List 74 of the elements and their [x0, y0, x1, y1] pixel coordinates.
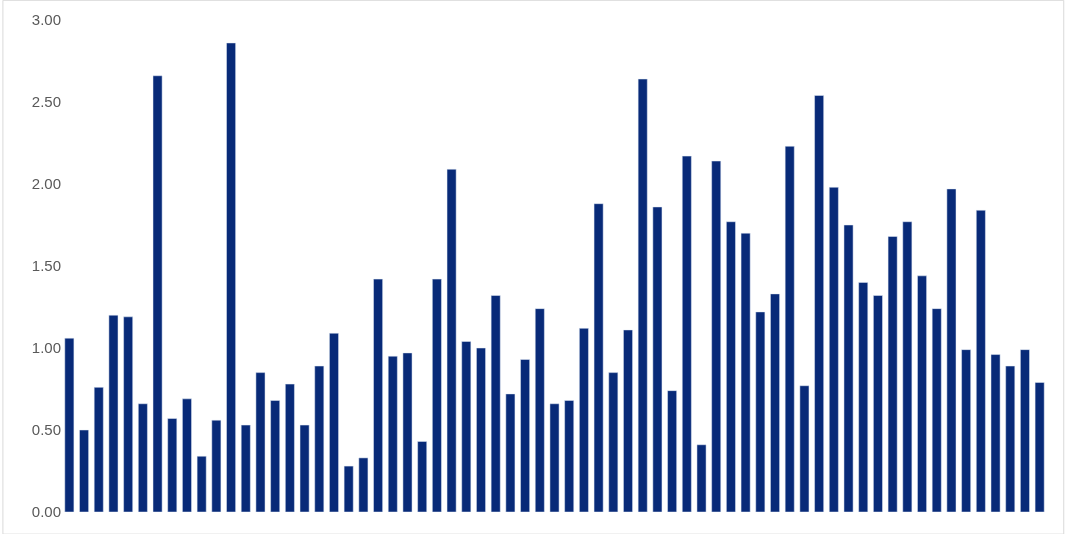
bar [593, 203, 604, 512]
bar [696, 444, 707, 512]
y-tick-label: 2.50 [31, 93, 61, 111]
bar [608, 372, 619, 512]
bar [432, 278, 442, 512]
bar [93, 387, 104, 512]
bar [579, 328, 589, 512]
bar [314, 365, 325, 512]
bar [402, 352, 413, 512]
bar [946, 188, 957, 512]
bar [682, 155, 692, 512]
bar [637, 78, 648, 512]
bar [829, 187, 839, 512]
bar [740, 232, 751, 512]
bar [387, 355, 398, 512]
y-tick-label: 3.00 [31, 11, 61, 29]
bar [520, 359, 530, 512]
bar [652, 206, 663, 512]
bar [329, 332, 339, 512]
bar [108, 314, 119, 512]
bar [711, 160, 722, 512]
bar [417, 441, 427, 512]
bar [1020, 349, 1030, 512]
bar [667, 390, 677, 512]
y-tick-label: 0.00 [31, 503, 61, 521]
bar [123, 316, 133, 512]
bar [211, 419, 222, 512]
y-tick-label: 1.50 [31, 257, 61, 275]
bar [843, 224, 854, 512]
bar [887, 236, 898, 512]
bar [152, 75, 163, 512]
bar [461, 341, 472, 512]
bar [490, 295, 501, 512]
bar [285, 383, 295, 512]
bar [902, 221, 913, 512]
bar [79, 429, 89, 512]
bar [138, 403, 148, 512]
bar [196, 455, 207, 512]
bar [770, 293, 780, 512]
bar [873, 295, 883, 512]
bar [990, 354, 1001, 512]
bar [1034, 382, 1045, 512]
bar [961, 349, 971, 512]
bar [623, 329, 633, 512]
bar [726, 221, 736, 512]
bar [799, 385, 810, 512]
bar [373, 278, 383, 512]
bar [858, 282, 869, 512]
bar [505, 393, 516, 512]
bar [917, 275, 927, 512]
y-tick-label: 2.00 [31, 175, 61, 193]
bar [549, 403, 560, 512]
y-tick-label: 1.00 [31, 339, 61, 357]
bar [240, 424, 251, 512]
bar [755, 311, 766, 512]
bar [343, 465, 354, 512]
bar [976, 209, 986, 512]
bar [358, 457, 369, 512]
bar [270, 400, 280, 512]
bar [564, 400, 575, 512]
bar [446, 168, 457, 512]
bar [931, 308, 942, 512]
bar [64, 337, 75, 512]
bar [167, 418, 178, 512]
bar [1005, 365, 1016, 512]
bar [299, 424, 310, 512]
bar [784, 146, 795, 512]
bar [534, 308, 545, 512]
bar [814, 95, 824, 512]
bar [182, 398, 192, 512]
bar [226, 42, 236, 512]
bar [255, 372, 266, 512]
bar [476, 347, 486, 512]
y-tick-label: 0.50 [31, 421, 61, 439]
